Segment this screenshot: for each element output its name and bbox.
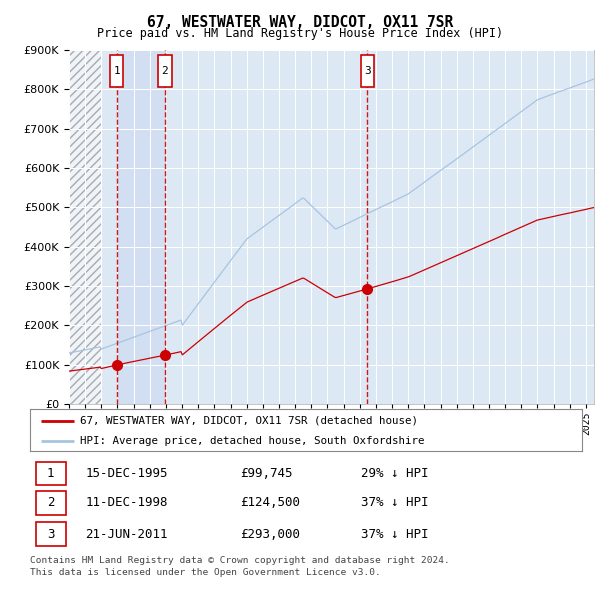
Text: 15-DEC-1995: 15-DEC-1995 [85,467,168,480]
Text: 3: 3 [47,527,55,540]
Text: Contains HM Land Registry data © Crown copyright and database right 2024.: Contains HM Land Registry data © Crown c… [30,556,450,565]
Text: 1: 1 [113,66,120,76]
Text: 21-JUN-2011: 21-JUN-2011 [85,527,168,540]
Text: 29% ↓ HPI: 29% ↓ HPI [361,467,428,480]
Text: 2: 2 [47,496,55,510]
FancyBboxPatch shape [110,55,124,87]
Text: 3: 3 [364,66,371,76]
FancyBboxPatch shape [35,523,66,546]
Text: 1: 1 [47,467,55,480]
Text: 67, WESTWATER WAY, DIDCOT, OX11 7SR: 67, WESTWATER WAY, DIDCOT, OX11 7SR [147,15,453,30]
Text: £99,745: £99,745 [240,467,292,480]
Text: 11-DEC-1998: 11-DEC-1998 [85,496,168,510]
FancyBboxPatch shape [361,55,374,87]
Bar [117,50,165,404]
FancyBboxPatch shape [35,491,66,514]
Text: 67, WESTWATER WAY, DIDCOT, OX11 7SR (detached house): 67, WESTWATER WAY, DIDCOT, OX11 7SR (det… [80,416,418,426]
FancyBboxPatch shape [35,462,66,486]
Text: 37% ↓ HPI: 37% ↓ HPI [361,527,428,540]
Text: Price paid vs. HM Land Registry's House Price Index (HPI): Price paid vs. HM Land Registry's House … [97,27,503,40]
Text: 37% ↓ HPI: 37% ↓ HPI [361,496,428,510]
FancyBboxPatch shape [158,55,172,87]
Text: 2: 2 [161,66,169,76]
Bar [69,50,101,404]
Text: HPI: Average price, detached house, South Oxfordshire: HPI: Average price, detached house, Sout… [80,436,424,445]
Text: £293,000: £293,000 [240,527,300,540]
Text: This data is licensed under the Open Government Licence v3.0.: This data is licensed under the Open Gov… [30,568,381,577]
Text: £124,500: £124,500 [240,496,300,510]
Bar [69,50,101,404]
